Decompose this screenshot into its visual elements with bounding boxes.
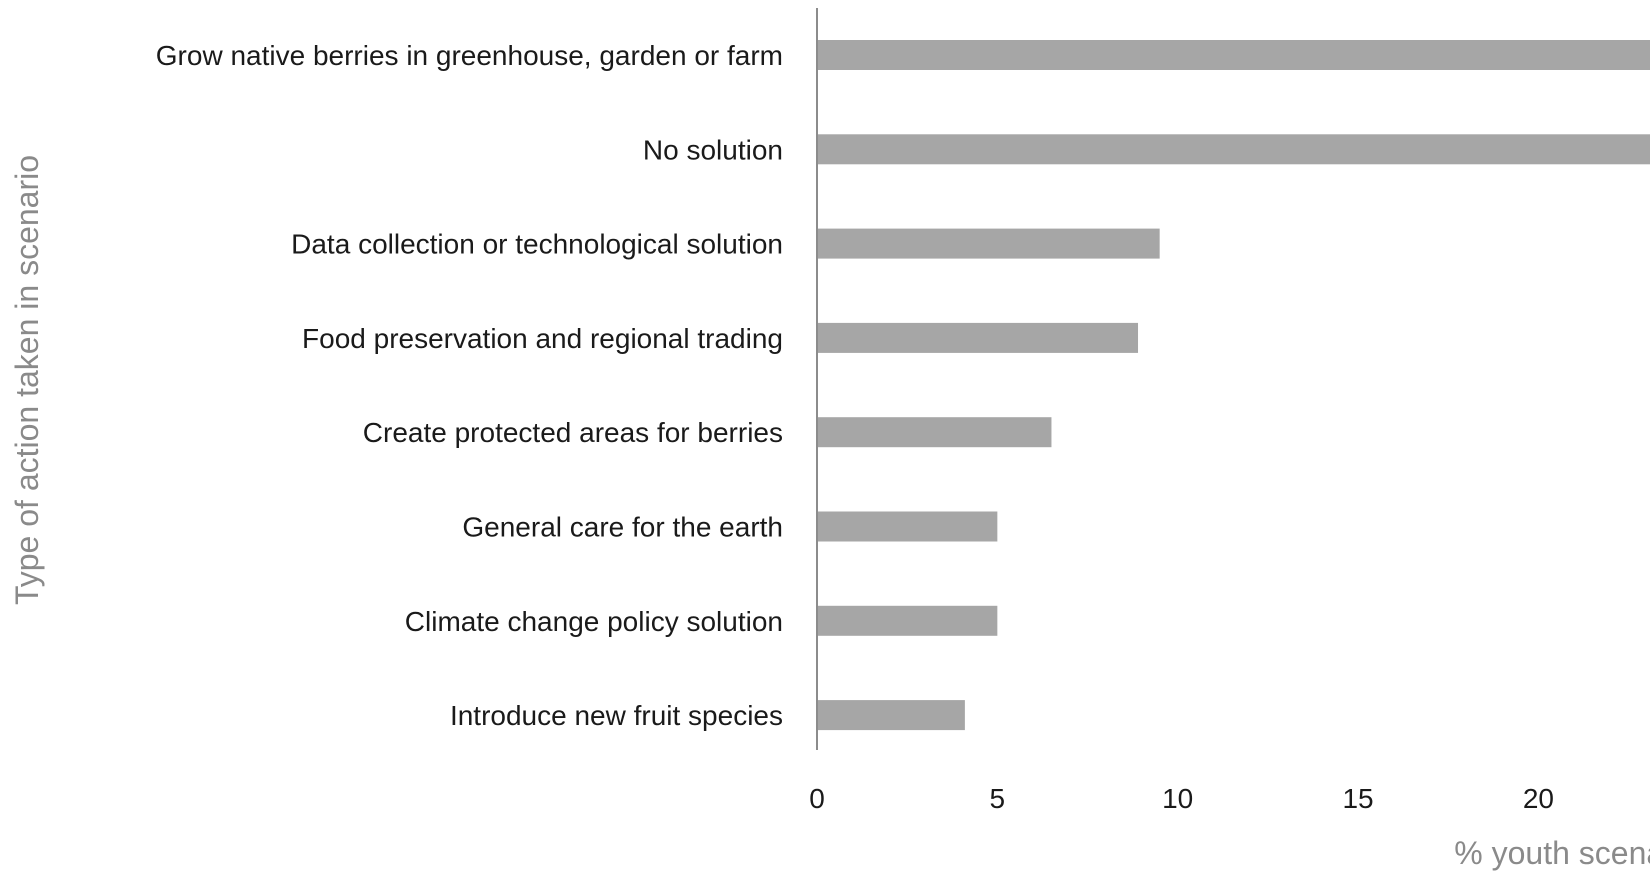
bar-6	[817, 605, 998, 636]
category-labels: Grow native berries in greenhouse, garde…	[156, 40, 783, 731]
y-axis-title: Type of action taken in scenario	[9, 155, 45, 605]
category-label: Introduce new fruit species	[450, 700, 783, 731]
bar-5	[817, 511, 998, 542]
bar-3	[817, 322, 1139, 353]
x-tick-label: 5	[990, 783, 1006, 814]
category-label: Grow native berries in greenhouse, garde…	[156, 40, 783, 71]
x-tick-label: 10	[1162, 783, 1193, 814]
bar-1	[817, 134, 1650, 165]
category-label: General care for the earth	[462, 512, 783, 543]
x-tick-label: 15	[1342, 783, 1373, 814]
category-label: Food preservation and regional trading	[302, 323, 783, 354]
category-label: No solution	[643, 134, 783, 165]
category-label: Data collection or technological solutio…	[291, 229, 783, 260]
category-label: Climate change policy solution	[405, 606, 783, 637]
bar-2	[817, 228, 1160, 259]
category-label: Create protected areas for berries	[363, 417, 783, 448]
bar-4	[817, 417, 1052, 448]
x-tick-label: 20	[1523, 783, 1554, 814]
x-tick-labels: 051015202530354045	[809, 783, 1554, 814]
bar-7	[817, 700, 965, 731]
bar-0	[817, 40, 1650, 70]
bars-layer	[817, 40, 1650, 731]
x-axis-title: % youth scenario stories	[1454, 835, 1650, 871]
x-tick-label: 0	[809, 783, 825, 814]
